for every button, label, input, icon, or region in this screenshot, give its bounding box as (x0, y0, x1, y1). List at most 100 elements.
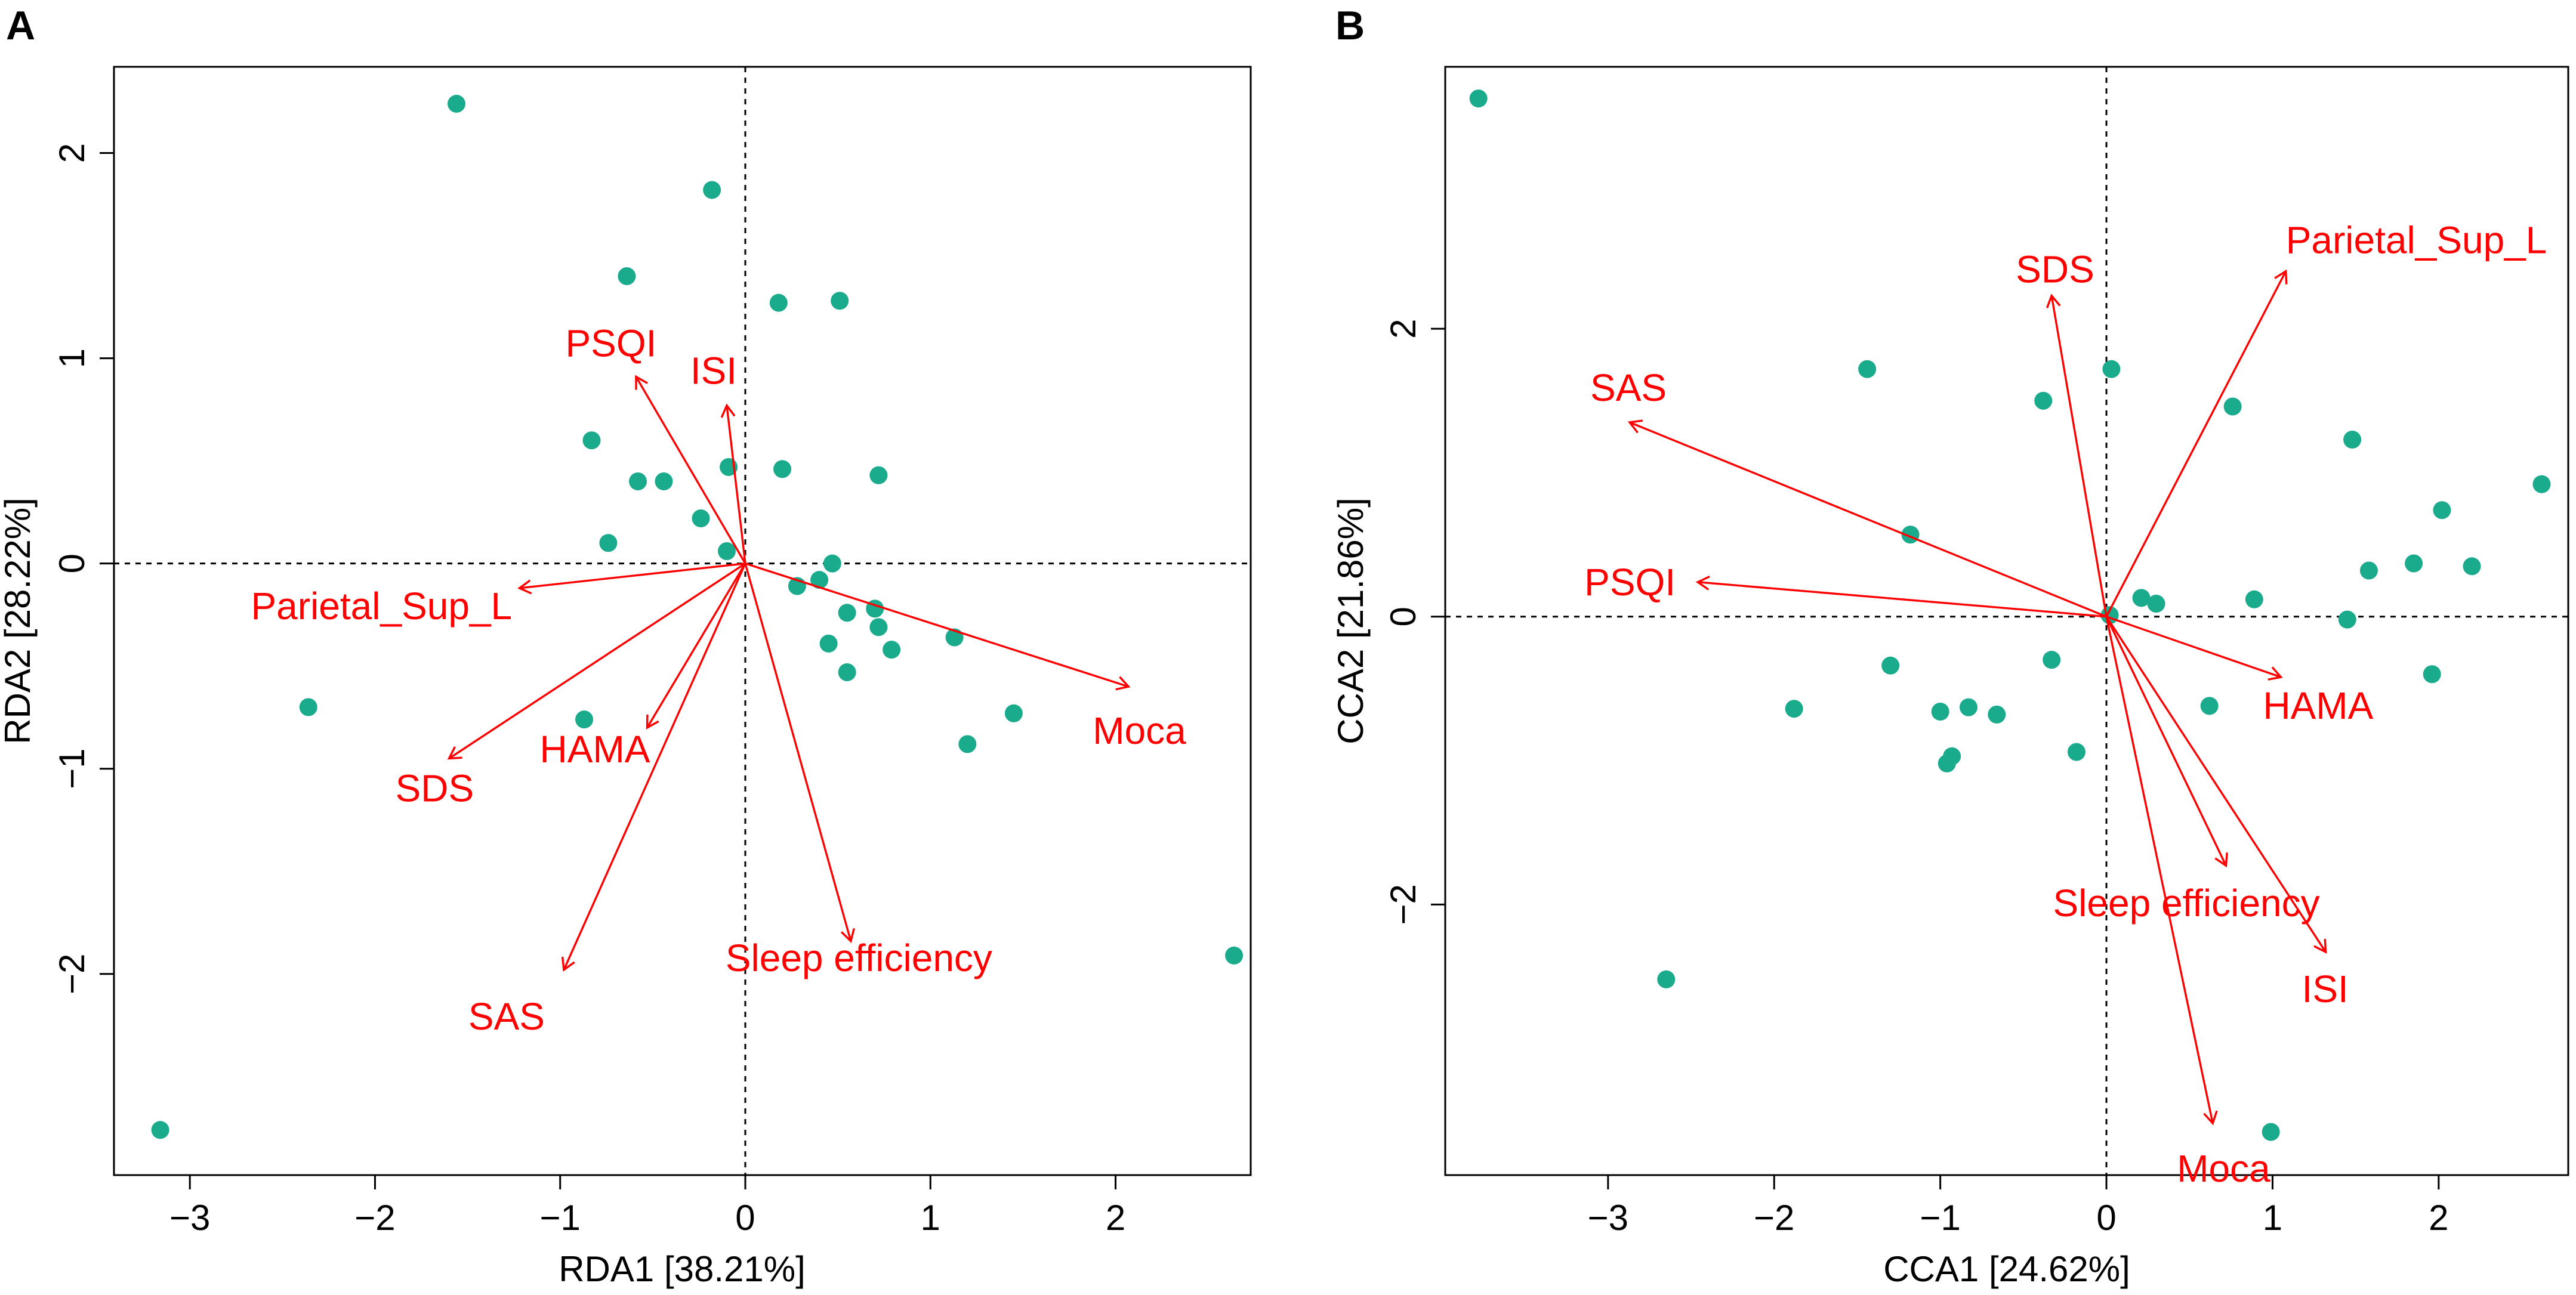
panel-a-sample-point (810, 571, 829, 589)
panel-a-y-tick-label: −1 (52, 749, 92, 789)
panel-b-arrow-head (1627, 419, 1643, 434)
panel-a-sample-point (869, 466, 888, 484)
panel-b-sample-point (1959, 698, 1977, 716)
panel-b-arrow-head (2274, 269, 2288, 285)
panel-b-arrow-isi (2105, 616, 2327, 953)
panel-a-sample-point (838, 604, 856, 622)
panel-a-arrow-head (720, 403, 736, 418)
panel-b-y-tick-label: 0 (1383, 607, 1423, 626)
panel-a-sample-point (838, 663, 856, 682)
panel-b-x-tick-label: −1 (1920, 1198, 1960, 1238)
panel-b-sample-point (2043, 651, 2061, 669)
panel-label-b: B (1335, 3, 1365, 48)
panel-a-sample-point (1004, 704, 1023, 722)
panel-b-arrow-head (2268, 666, 2283, 681)
panel-a-sample-point (618, 267, 636, 285)
panel-b-sample-point (2405, 554, 2423, 573)
panel-a-sample-point (582, 431, 601, 450)
panel-b-sample-point (2067, 743, 2086, 761)
panel-a-x-tick-label: 0 (735, 1198, 755, 1238)
panel-b-sample-point (2132, 589, 2151, 607)
panel-b-sample-point (1657, 970, 1676, 988)
panel-b-arrow-moca (2105, 616, 2214, 1124)
panel-a-sample-point (831, 292, 849, 310)
panel-a-arrow-head (635, 375, 648, 390)
panel-b-sample-point (2433, 501, 2451, 520)
panel-a-sample-point (769, 293, 788, 312)
panel-b-sample-point (2147, 595, 2165, 613)
panel-b-arrow-sas (1629, 421, 2107, 618)
panel-a-arrow-moca (745, 562, 1129, 688)
panel-b-sample-point (2200, 697, 2219, 715)
panel-b-sample-point (1858, 360, 1877, 378)
panel-b-sample-point (2338, 610, 2356, 629)
panel-a-x-tick-label: −1 (540, 1198, 581, 1238)
panel-b-arrow-head (2046, 293, 2061, 308)
panel-a-arrow-label: SAS (468, 995, 545, 1038)
panel-a-sample-point (703, 181, 721, 199)
panel-a-sample-point (819, 634, 838, 653)
panel-a-sample-point (773, 460, 792, 478)
panel-a-arrow-label: Moca (1093, 709, 1186, 752)
panel-b-y-axis-label: CCA2 [21.86%] (1331, 497, 1371, 744)
panel-b-x-tick-label: −3 (1588, 1198, 1628, 1238)
panel-b-sample-point (2343, 430, 2362, 449)
panel-a-arrow-hama (646, 562, 746, 728)
panel-label-a: A (6, 3, 35, 48)
panel-a-arrow-head (447, 746, 462, 760)
panel-a-arrow-label: Sleep efficiency (726, 937, 992, 979)
panel-a-arrow-label: PSQI (565, 322, 656, 365)
panel-b-x-axis-label: CCA1 [24.62%] (1883, 1249, 2130, 1289)
panel-b-arrow-label: PSQI (1584, 561, 1676, 604)
panel-a-plot-content: −3 −2 −1 0 1 2 −2 −1 0 1 2 PSQI ISI Parietal_Sup_L SDS… (52, 67, 1251, 1238)
panel-b-arrow-label: SAS (1590, 366, 1667, 409)
panel-b-arrow-label: Moca (2177, 1147, 2270, 1190)
panel-b-sample-point (2532, 475, 2551, 493)
panel-a-arrow-head (1115, 676, 1131, 691)
panel-b-sample-point (1938, 754, 1956, 772)
panel-a-sample-point (151, 1121, 169, 1139)
panel-b-arrow-label: ISI (2302, 968, 2349, 1010)
panel-b-arrow-label: SDS (2016, 248, 2094, 291)
panel-a-y-tick-label: 0 (52, 554, 92, 573)
panel-a-sample-point (655, 472, 673, 491)
panel-b-sample-point (2223, 397, 2242, 416)
panel-a-y-tick-label: 2 (52, 143, 92, 163)
panel-a-arrow-label: HAMA (540, 728, 650, 771)
panel-b-plot-frame (1444, 66, 2569, 1176)
panel-b-x-tick-label: 2 (2429, 1198, 2448, 1238)
panel-b-sample-point (2102, 360, 2121, 378)
panel-a-arrow-label: SDS (396, 767, 474, 810)
panel-b-sample-point (2423, 665, 2441, 684)
panel-a-sample-point (692, 509, 710, 527)
panel-a-arrow-head (561, 956, 575, 972)
panel-a-arrow-sas (563, 562, 746, 971)
panel-a-x-tick-label: 1 (921, 1198, 940, 1238)
panel-a-sample-point (629, 472, 647, 491)
panel-b-arrow-label: Parietal_Sup_L (2286, 219, 2547, 262)
panel-a-y-axis-label: RDA2 [28.22%] (0, 497, 38, 744)
panel-a-arrow-label: Parietal_Sup_L (251, 585, 512, 628)
panel-b-arrow-head (1695, 575, 1710, 591)
panel-b-sample-point (2463, 557, 2481, 576)
panel-a-sample-point (823, 554, 841, 573)
panel-a-sample-point (299, 698, 317, 716)
panel-b-sample-point (2359, 561, 2378, 580)
panel-b-sample-point (1931, 703, 1949, 721)
panel-a-arrow-head (840, 928, 855, 944)
panel-b-sample-point (1785, 700, 1803, 718)
panel-a-x-tick-label: 2 (1106, 1198, 1125, 1238)
panel-a-sample-point (1225, 946, 1244, 965)
panel-a-arrow-head (517, 579, 532, 595)
panel-a-sample-point (599, 534, 618, 552)
panel-a-arrow-psqi (635, 376, 746, 564)
panel-b-arrow-head (2214, 852, 2228, 868)
panel-a-sample-point (717, 542, 736, 561)
panel-b-sample-point (1988, 705, 2006, 724)
panel-b-arrow-hama (2106, 616, 2281, 678)
panel-b-sample-point (2262, 1123, 2280, 1141)
panel-b-cca-plot: −3 −2 −1 0 1 2 −2 0 2 SDS Parietal_Sup_L SAS PSQI HAM… (1331, 66, 2569, 1289)
panel-b-sample-point (1881, 656, 1900, 675)
